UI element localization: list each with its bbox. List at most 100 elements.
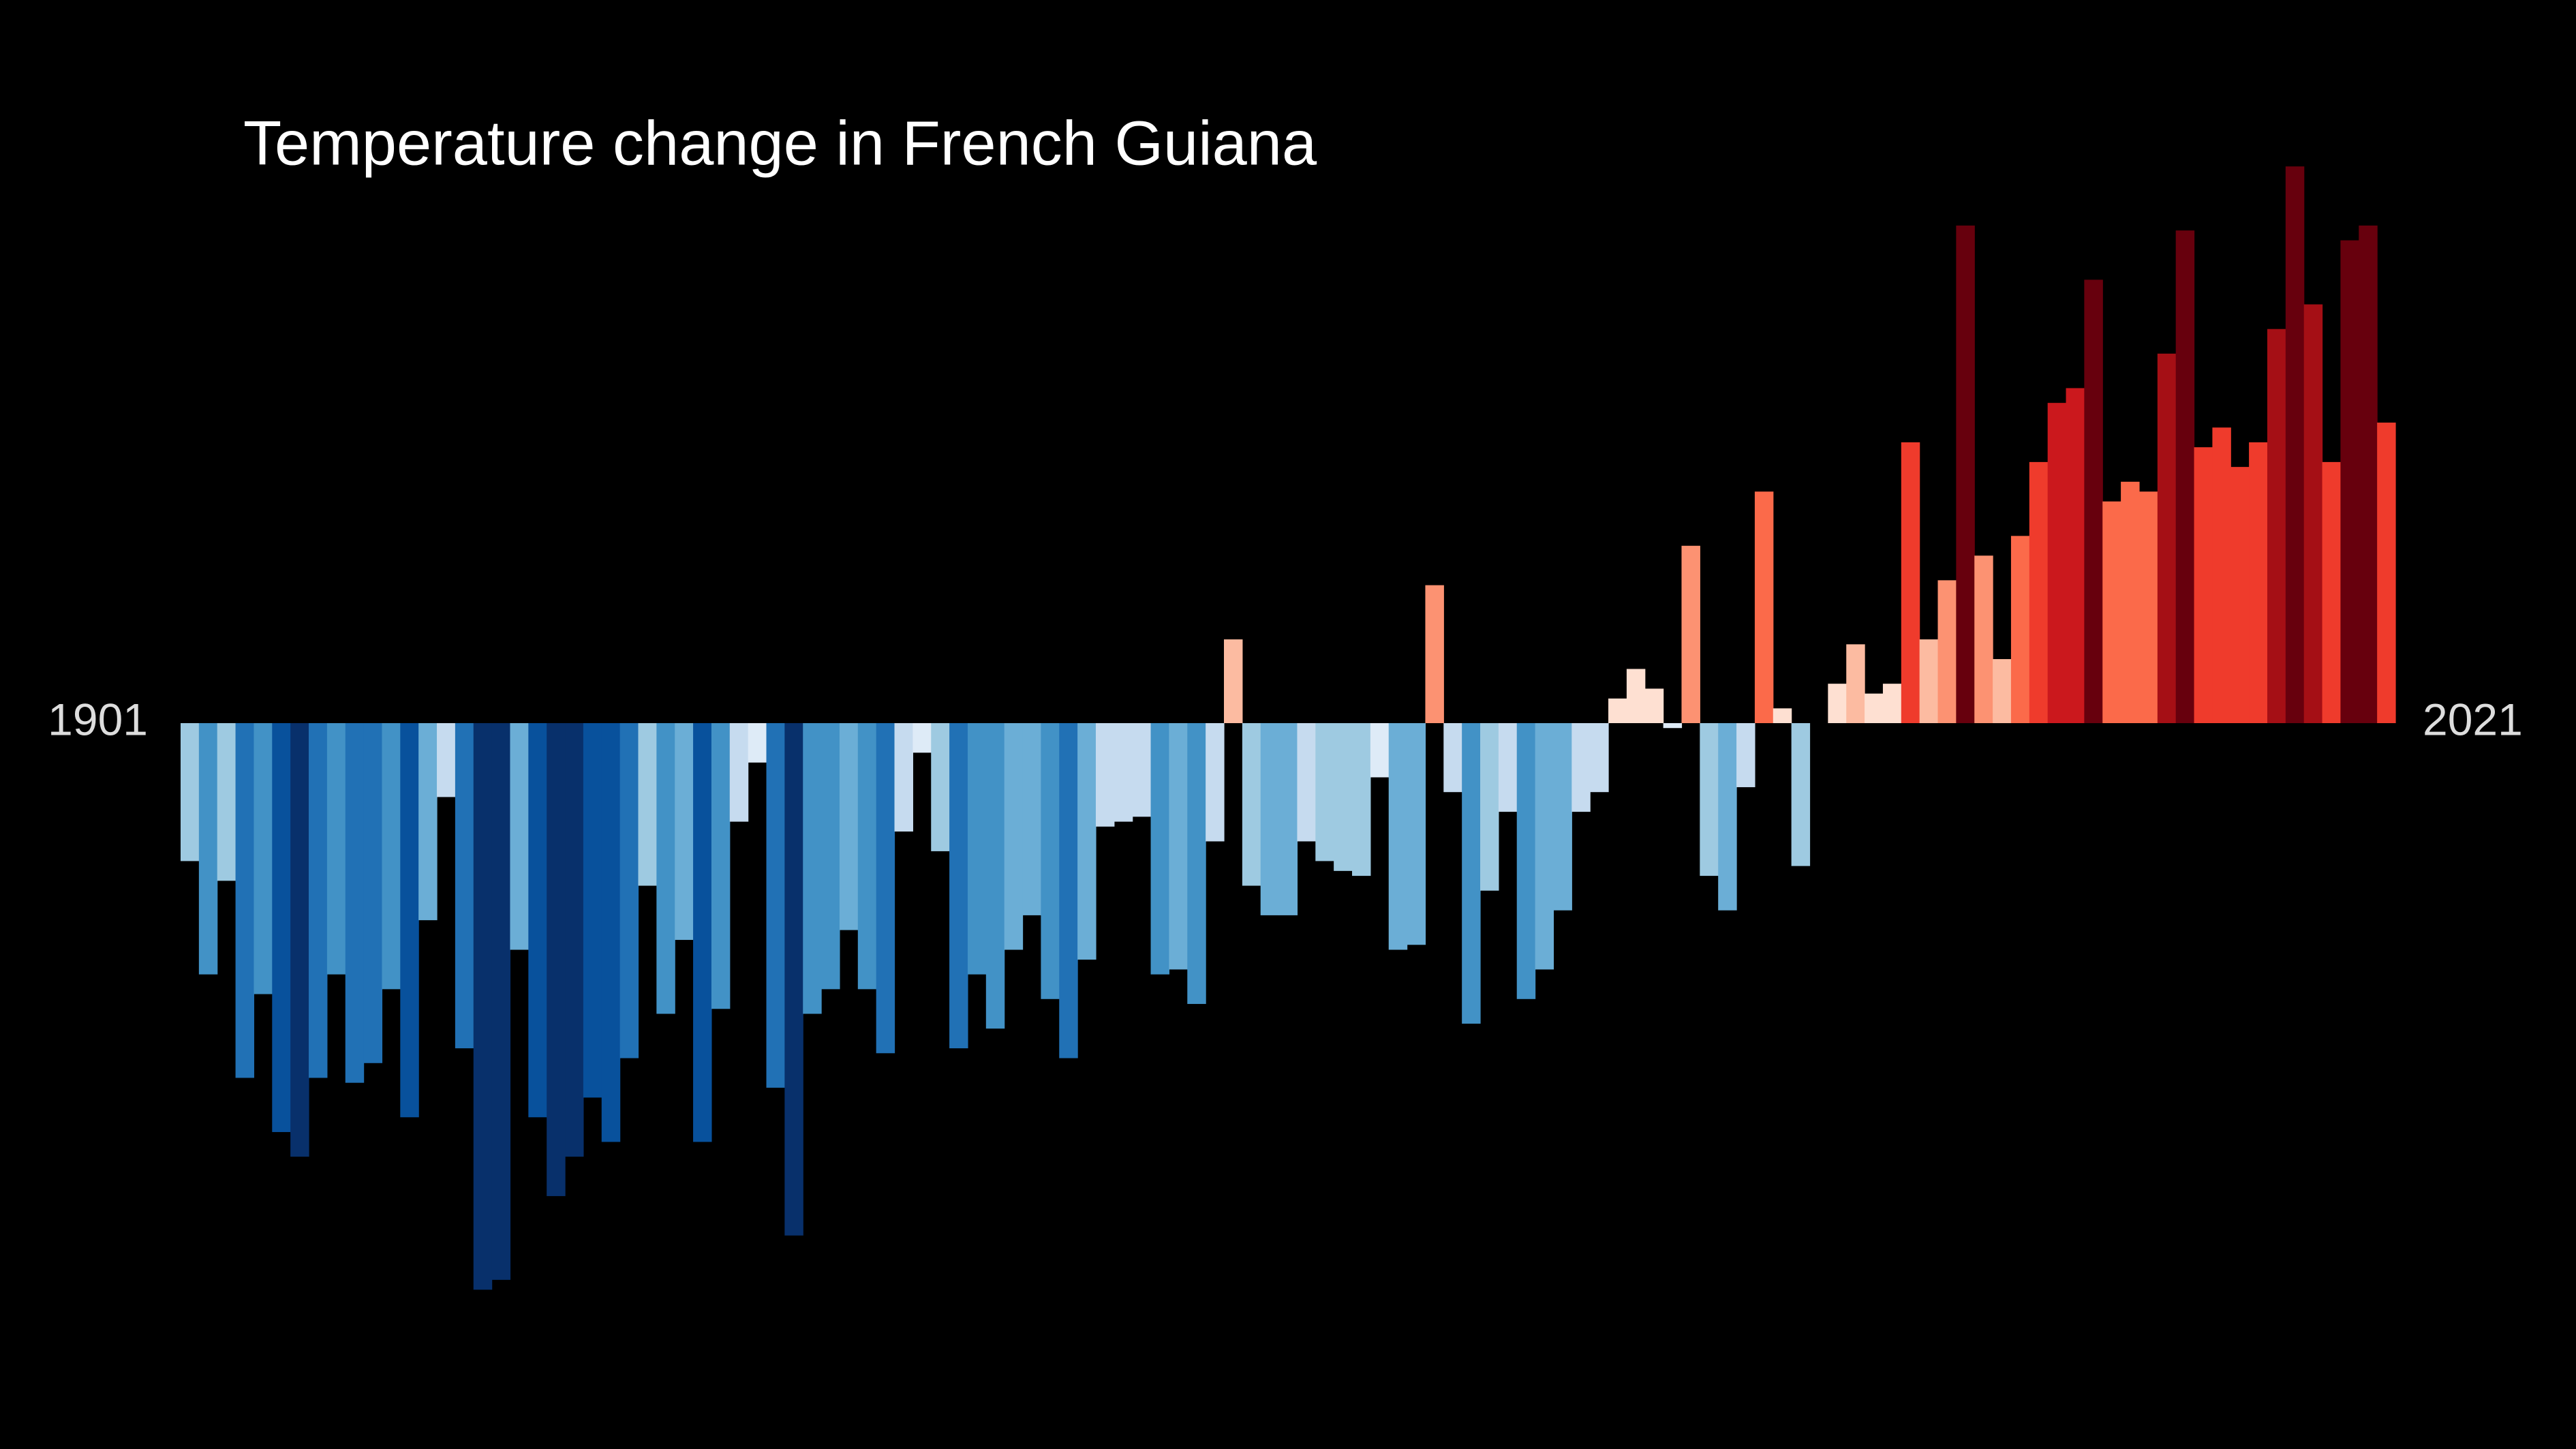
bar [638,723,657,886]
bar [254,723,273,994]
bar [876,723,895,1054]
bar [949,723,968,1049]
bar [894,723,913,832]
bar [1828,684,1847,723]
bar [1754,491,1774,723]
chart-title: Temperature change in French Guiana [243,108,1317,178]
bar [931,723,950,851]
bar [821,723,840,990]
bar [547,723,566,1196]
bar [437,723,456,797]
bar [1425,585,1444,723]
bar [711,723,731,1009]
bar [1846,644,1865,723]
bar [1187,723,1206,1005]
bar [1407,723,1426,945]
bar [675,723,694,941]
bar [1206,723,1225,842]
year-label: 2021 [2423,694,2523,744]
bar [2066,388,2085,723]
bar [1663,723,1683,729]
bar [400,723,419,1118]
bar [1956,225,1975,723]
bar [2157,353,2177,723]
bar [1132,723,1152,817]
bar [913,723,932,753]
bar [491,723,511,1280]
bar [1297,723,1316,842]
bar [1626,669,1646,723]
bar [1443,723,1462,793]
bar [2212,427,2231,723]
bar [1095,723,1115,827]
bar [2322,461,2342,723]
bar [2194,447,2213,723]
bar [729,723,749,822]
bar [1571,723,1591,812]
bar [2121,481,2140,723]
bar [363,723,383,1063]
bar [382,723,401,990]
bar [1462,723,1481,1024]
bar [601,723,621,1142]
bar [693,723,712,1142]
bar [198,723,218,975]
bar [2340,240,2359,724]
bar [2303,304,2323,724]
bar [1334,723,1353,871]
bar [1718,723,1737,911]
bar [2267,329,2286,723]
bar [1644,688,1664,723]
bar [345,723,365,1083]
bar [985,723,1005,1029]
bar [565,723,584,1157]
bar [1974,555,1993,723]
bar [1059,723,1078,1058]
bar [473,723,493,1290]
bar [619,723,639,1058]
bar [1791,723,1811,866]
bar [418,723,438,921]
bar [1004,723,1024,950]
bar [1480,723,1499,891]
bar [1223,639,1243,723]
bar [857,723,877,990]
bar [784,723,803,1236]
bar [1553,723,1572,911]
bar [766,723,785,1088]
bar [1901,442,1920,723]
bar [1388,723,1408,950]
bar [2377,423,2396,723]
bar [455,723,474,1049]
year-label: 1901 [48,694,148,744]
bar [1278,723,1298,915]
bar [2084,279,2103,723]
bar [839,723,859,930]
bar [1736,723,1755,787]
bar [1535,723,1554,970]
bar [1114,723,1133,822]
bar [510,723,529,950]
bar [181,723,200,861]
bar [1242,723,1261,886]
bar [583,723,602,1098]
bar [2285,166,2305,723]
bar [2175,230,2195,724]
bar [803,723,822,1014]
bar [1681,545,1700,723]
bar [2047,403,2067,723]
bar [2029,461,2049,723]
bar [1993,659,2012,723]
bar [1077,723,1097,960]
bar [1516,723,1536,999]
bar [1370,723,1390,778]
bar [1498,723,1518,812]
bar [1700,723,1719,876]
bar [1590,723,1609,793]
bar [1260,723,1280,915]
bar [748,723,767,763]
bar [235,723,255,1078]
bar [528,723,547,1118]
